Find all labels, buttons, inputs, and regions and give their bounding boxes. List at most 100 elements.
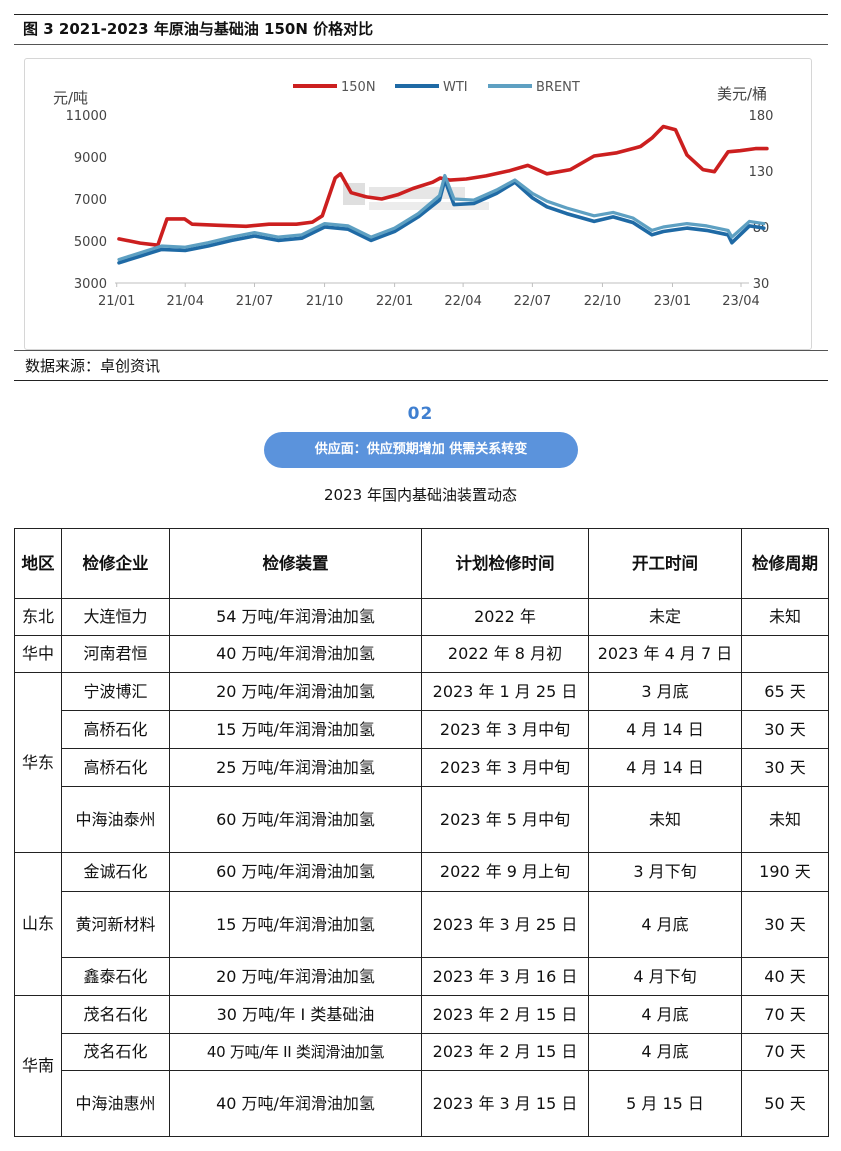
start-time-cell: 3 月底 — [588, 672, 742, 711]
company-cell: 大连恒力 — [61, 598, 170, 636]
y-right-tick-label: 30 — [753, 277, 770, 292]
price-comparison-chart: 21/01 21/04 21/07 21/10 22/01 22/04 22/07 22/10… — [53, 80, 774, 309]
company-cell: 高桥石化 — [61, 748, 170, 787]
table-row: 华东 宁波博汇 20 万吨/年润滑油加氢 2023 年 1 月 25 日 3 月… — [14, 672, 829, 853]
plan-time-cell: 2023 年 2 月 15 日 — [421, 1033, 589, 1071]
x-tick-label: 22/10 — [584, 294, 621, 309]
start-time-cell: 4 月 14 日 — [588, 710, 742, 749]
table-row: 华中 河南君恒 40 万吨/年润滑油加氢 2022 年 8 月初 2023 年 … — [14, 635, 829, 673]
x-tick-label: 23/04 — [722, 294, 759, 309]
region-cell: 山东 — [14, 852, 62, 996]
unit-cell: 60 万吨/年润滑油加氢 — [169, 852, 422, 892]
unit-cell: 40 万吨/年 II 类润滑油加氢 — [169, 1033, 422, 1071]
y-right-tick-label: 130 — [749, 165, 774, 180]
cycle-cell: 30 天 — [741, 748, 829, 787]
figure-top-rule — [14, 14, 828, 15]
start-time-cell: 4 月底 — [588, 995, 742, 1034]
x-tick-label: 22/04 — [444, 294, 481, 309]
unit-cell: 54 万吨/年润滑油加氢 — [169, 598, 422, 636]
cycle-cell: 未知 — [741, 786, 829, 853]
start-time-cell: 4 月底 — [588, 1033, 742, 1071]
plan-time-cell: 2022 年 8 月初 — [421, 635, 589, 673]
cycle-cell: 40 天 — [741, 957, 829, 996]
y-right-tick-label: 180 — [749, 109, 774, 124]
company-cell: 黄河新材料 — [61, 891, 170, 958]
legend-label-150n: 150N — [341, 80, 376, 95]
cycle-cell: 70 天 — [741, 1033, 829, 1071]
x-tick-label: 23/01 — [654, 294, 691, 309]
company-cell: 中海油泰州 — [61, 786, 170, 853]
x-tick-label: 21/04 — [167, 294, 204, 309]
company-cell: 金诚石化 — [61, 852, 170, 892]
cycle-cell: 65 天 — [741, 672, 829, 711]
table-row: 高桥石化 25 万吨/年润滑油加氢 2023 年 3 月中旬 4 月 14 日 … — [15, 748, 829, 787]
start-time-cell: 3 月下旬 — [588, 852, 742, 892]
y-left-tick-label: 11000 — [66, 109, 107, 124]
header-cycle: 检修周期 — [741, 528, 829, 599]
table-header-row: 地区 检修企业 检修装置 计划检修时间 开工时间 检修周期 — [14, 528, 829, 599]
company-cell: 茂名石化 — [61, 1033, 170, 1071]
unit-cell: 15 万吨/年润滑油加氢 — [169, 710, 422, 749]
plan-time-cell: 2023 年 2 月 15 日 — [421, 995, 589, 1034]
company-cell: 河南君恒 — [61, 635, 170, 673]
table-row: 黄河新材料 15 万吨/年润滑油加氢 2023 年 3 月 25 日 4 月底 … — [15, 891, 829, 958]
unit-cell: 40 万吨/年润滑油加氢 — [169, 635, 422, 673]
figure-bottom-rule — [14, 350, 828, 351]
start-time-cell: 未定 — [588, 598, 742, 636]
header-plan-time: 计划检修时间 — [421, 528, 589, 599]
company-cell: 茂名石化 — [61, 995, 170, 1034]
start-time-cell: 未知 — [588, 786, 742, 853]
start-time-cell: 2023 年 4 月 7 日 — [588, 635, 742, 673]
region-cell: 华南 — [14, 995, 62, 1137]
region-cell: 华中 — [14, 635, 62, 673]
figure-title-rule — [14, 44, 828, 45]
plan-time-cell: 2023 年 3 月 25 日 — [421, 891, 589, 958]
y-left-tick-label: 5000 — [74, 235, 107, 250]
section-number: 02 — [407, 404, 434, 424]
unit-cell: 20 万吨/年润滑油加氢 — [169, 672, 422, 711]
company-cell: 鑫泰石化 — [61, 957, 170, 996]
cycle-cell: 70 天 — [741, 995, 829, 1034]
table-row: 华南 茂名石化 30 万吨/年 I 类基础油 2023 年 2 月 15 日 4… — [14, 995, 829, 1137]
cycle-cell: 未知 — [741, 598, 829, 636]
start-time-cell: 4 月底 — [588, 891, 742, 958]
figure-end-rule — [14, 380, 828, 381]
cycle-cell — [741, 635, 829, 673]
series-line-150n — [117, 124, 769, 247]
plan-time-cell: 2023 年 5 月中旬 — [421, 786, 589, 853]
table-row: 茂名石化 40 万吨/年 II 类润滑油加氢 2023 年 2 月 15 日 4… — [15, 1033, 829, 1071]
y-left-tick-label: 3000 — [74, 277, 107, 292]
x-tick-label: 21/07 — [236, 294, 273, 309]
unit-cell: 30 万吨/年 I 类基础油 — [169, 995, 422, 1034]
header-unit: 检修装置 — [169, 528, 422, 599]
maintenance-table: 地区 检修企业 检修装置 计划检修时间 开工时间 检修周期 东北 大连恒力 54… — [14, 528, 829, 1137]
table-row: 中海油惠州 40 万吨/年润滑油加氢 2023 年 3 月 15 日 5 月 1… — [15, 1070, 829, 1137]
plan-time-cell: 2023 年 1 月 25 日 — [421, 672, 589, 711]
table-row: 东北 大连恒力 54 万吨/年润滑油加氢 2022 年 未定 未知 — [14, 598, 829, 636]
table-row: 中海油泰州 60 万吨/年润滑油加氢 2023 年 5 月中旬 未知 未知 — [15, 786, 829, 853]
plan-time-cell: 2023 年 3 月中旬 — [421, 710, 589, 749]
cycle-cell: 30 天 — [741, 710, 829, 749]
header-region: 地区 — [14, 528, 62, 599]
x-tick-label: 21/01 — [98, 294, 135, 309]
chart-frame: 21/01 21/04 21/07 21/10 22/01 22/04 22/07 22/10… — [24, 58, 812, 350]
figure-title: 图 3 2021-2023 年原油与基础油 150N 价格对比 — [23, 20, 374, 38]
section-heading-pill: 供应面：供应预期增加 供需关系转变 — [264, 432, 578, 468]
header-company: 检修企业 — [61, 528, 170, 599]
header-start-time: 开工时间 — [588, 528, 742, 599]
x-tick-label: 22/07 — [514, 294, 551, 309]
legend-label-brent: BRENT — [536, 80, 580, 95]
unit-cell: 20 万吨/年润滑油加氢 — [169, 957, 422, 996]
plan-time-cell: 2022 年 9 月上旬 — [421, 852, 589, 892]
y-right-axis-label: 美元/桶 — [717, 85, 767, 103]
series-line-brent — [117, 173, 766, 262]
plan-time-cell: 2022 年 — [421, 598, 589, 636]
region-cell: 华东 — [14, 672, 62, 853]
cycle-cell: 50 天 — [741, 1070, 829, 1137]
figure-source: 数据来源：卓创资讯 — [25, 357, 161, 375]
plan-time-cell: 2023 年 3 月中旬 — [421, 748, 589, 787]
plan-time-cell: 2023 年 3 月 16 日 — [421, 957, 589, 996]
x-tick-label: 21/10 — [306, 294, 343, 309]
y-left-tick-label: 9000 — [74, 151, 107, 166]
unit-cell: 25 万吨/年润滑油加氢 — [169, 748, 422, 787]
